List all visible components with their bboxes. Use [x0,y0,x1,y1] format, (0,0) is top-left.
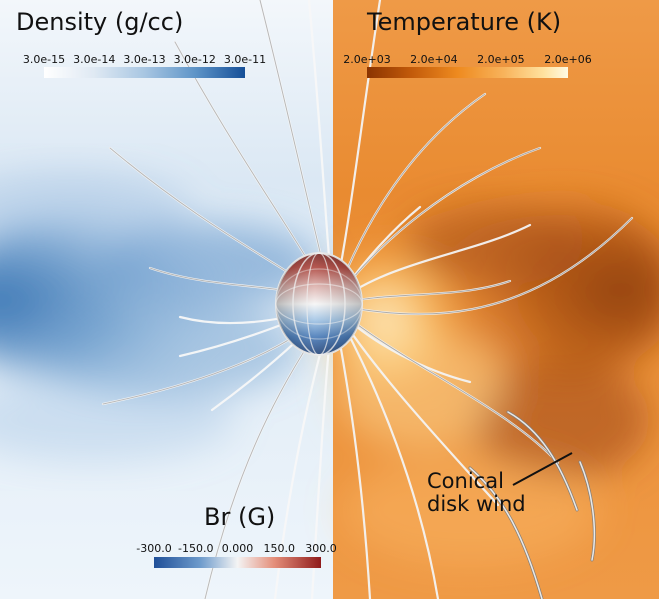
density-tick-label: 3.0e-14 [73,53,116,66]
density-tick-label: 3.0e-15 [22,53,66,66]
density-tick-label: 3.0e-12 [173,53,216,66]
density-tick-label: 3.0e-13 [123,53,166,66]
temperature-tick-labels: 2.0e+03 2.0e+04 2.0e+05 2.0e+06 [343,53,591,67]
central-star [275,252,363,356]
temperature-tick-label: 2.0e+04 [410,53,458,66]
disk-wind-annotation: Conical disk wind [427,470,526,515]
temperature-title: Temperature (K) [367,8,562,36]
density-color-bar [44,67,245,78]
br-tick-label: -150.0 [178,542,214,555]
br-title: Br (G) [204,503,276,531]
density-tick-labels: 3.0e-15 3.0e-14 3.0e-13 3.0e-12 3.0e-11 [23,53,266,67]
temperature-tick-label: 2.0e+03 [343,53,391,66]
br-tick-label: 300.0 [305,542,337,555]
density-disk-structure [0,172,320,462]
temperature-disk-structure [315,202,659,565]
annotation-pointer [512,452,573,486]
density-tick-label: 3.0e-11 [223,53,267,66]
temperature-color-bar [367,67,568,78]
br-tick-label: 0.000 [221,542,254,555]
annotation-line-1: Conical [427,469,504,493]
br-tick-label: 150.0 [263,542,296,555]
density-title: Density (g/cc) [16,8,184,36]
annotation-line-2: disk wind [427,491,526,516]
br-color-bar [154,557,321,568]
br-tick-labels: -300.0 -150.0 0.000 150.0 300.0 [136,542,336,556]
temperature-tick-label: 2.0e+06 [544,53,592,66]
temperature-tick-label: 2.0e+05 [477,53,525,66]
br-tick-label: -300.0 [136,542,172,555]
